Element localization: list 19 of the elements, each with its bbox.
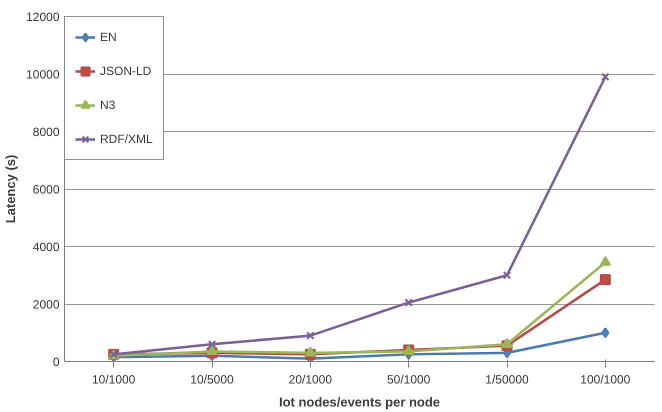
- y-tick-label: 10000: [26, 68, 60, 82]
- legend-label: JSON-LD: [100, 64, 152, 78]
- x-tick-label: 10/5000: [190, 372, 234, 386]
- legend-label: EN: [100, 30, 118, 44]
- y-tick-label: 2000: [32, 298, 60, 312]
- y-tick-label: 0: [52, 355, 60, 369]
- y-tick-label: 12000: [26, 10, 60, 24]
- legend-label: RDF/XML: [100, 132, 153, 146]
- y-tick-label: 8000: [32, 125, 60, 139]
- x-tick-label: 50/1000: [386, 372, 431, 386]
- y-tick-label: 6000: [32, 182, 60, 196]
- x-tick-label: 10/1000: [92, 372, 136, 386]
- x-tick-label: 20/1000: [288, 372, 332, 386]
- y-axis-title: Latency (s): [3, 154, 18, 224]
- legend-label: N3: [100, 98, 116, 112]
- x-tick-label: 1/50000: [485, 372, 530, 386]
- y-tick-label: 4000: [32, 240, 60, 254]
- x-tick-label: 100/1000: [580, 372, 631, 386]
- x-axis-title: Iot nodes/events per node: [278, 394, 440, 410]
